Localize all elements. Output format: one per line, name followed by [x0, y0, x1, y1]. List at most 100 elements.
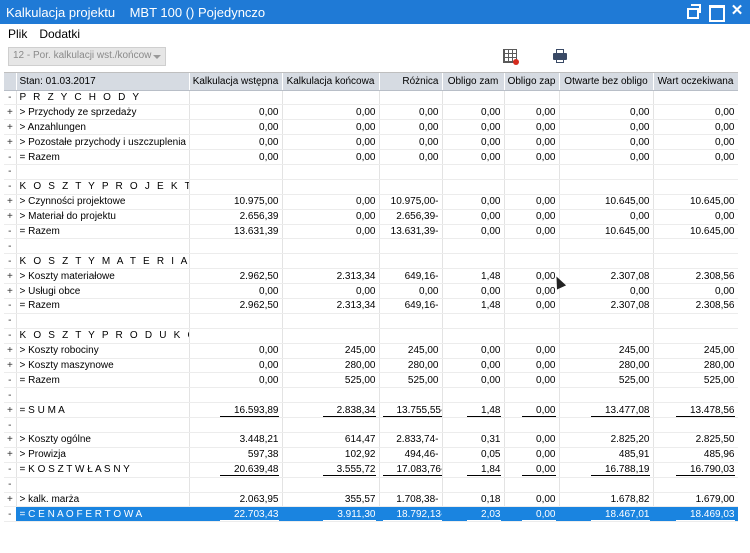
row-expand-toggle[interactable]: - — [4, 417, 17, 433]
cell-value: 0,00 — [189, 372, 283, 389]
restore-icon[interactable] — [686, 4, 701, 19]
cell-value: 2.656,39- — [379, 209, 443, 225]
table-row[interactable]: - — [4, 164, 738, 180]
row-expand-toggle[interactable]: - — [4, 164, 17, 180]
table-row[interactable]: - = K O S Z T W Ł A S N Y 20.639,48 3.555,7… — [4, 462, 738, 478]
row-expand-toggle[interactable]: + — [4, 194, 17, 210]
row-expand-toggle[interactable]: - — [4, 462, 17, 478]
row-expand-toggle[interactable]: + — [4, 104, 17, 121]
header-col-2[interactable]: Kalkulacja końcowa — [282, 73, 380, 91]
row-expand-toggle[interactable]: - — [4, 387, 17, 404]
row-expand-toggle[interactable]: - — [4, 253, 17, 270]
row-expand-toggle[interactable]: - — [4, 224, 17, 240]
cell-value: 16.790,03 — [653, 462, 738, 478]
table-row[interactable]: - = C E N A O F E R T O W A 22.703,43 3.911… — [4, 506, 738, 522]
table-row[interactable]: - = Razem 0,00 525,00 525,00 0,00 0,00 525,00 52… — [4, 372, 738, 389]
row-expand-toggle[interactable]: - — [4, 298, 17, 314]
row-expand-toggle[interactable]: + — [4, 432, 17, 448]
row-expand-toggle[interactable]: + — [4, 492, 17, 508]
header-col-0[interactable]: Stan: 01.03.2017 — [16, 73, 190, 91]
row-expand-toggle[interactable]: + — [4, 343, 17, 359]
table-row[interactable]: -K O S Z T Y M A T E R I A Ł O W E — [4, 253, 738, 270]
cell-value: 649,16- — [379, 298, 443, 314]
table-row[interactable]: + > Przychody ze sprzedaży 0,00 0,00 0,00 0,0… — [4, 104, 738, 121]
menu-plik[interactable]: Plik — [8, 27, 28, 41]
row-expand-toggle[interactable]: - — [4, 328, 17, 344]
calculation-grid: Stan: 01.03.2017 Kalkulacja wstępna Kalk… — [4, 72, 738, 522]
header-col-7[interactable]: Wart oczekiwana — [653, 73, 738, 91]
table-row[interactable]: + > Anzahlungen 0,00 0,00 0,00 0,00 0,00 0,00 0,… — [4, 119, 738, 136]
table-row[interactable]: + > Usługi obce 0,00 0,00 0,00 0,00 0,00 0,00 0,… — [4, 283, 738, 299]
cell-value: 1.678,82 — [559, 492, 654, 508]
table-row[interactable]: -P R Z Y C H O D Y — [4, 90, 738, 106]
row-expand-toggle[interactable]: + — [4, 134, 17, 151]
table-row[interactable]: - — [4, 477, 738, 493]
row-expand-toggle[interactable]: + — [4, 268, 17, 285]
table-row[interactable]: + = S U M A 16.593,89 2.838,34 13.755,55- 1,4… — [4, 402, 738, 419]
table-row[interactable]: - = Razem 2.962,50 2.313,34 649,16- 1,48 0,00 2… — [4, 298, 738, 314]
cell-value: 0,00 — [282, 149, 380, 165]
table-row[interactable]: - — [4, 417, 738, 433]
cell-value: 0,00 — [442, 104, 505, 121]
printer-icon[interactable] — [553, 49, 567, 63]
table-row[interactable]: + > Koszty materiałowe 2.962,50 2.313,34 649… — [4, 268, 738, 285]
comparison-select[interactable]: 12 - Por. kalkulacji wst./końcow — [8, 47, 166, 66]
row-expand-toggle[interactable]: - — [4, 179, 17, 195]
maximize-icon[interactable] — [708, 4, 725, 22]
row-expand-toggle[interactable]: + — [4, 283, 17, 299]
cell-value: 0,00 — [504, 462, 560, 478]
table-row[interactable]: + > kalk. marża 2.063,95 355,57 1.708,38- 0,1… — [4, 492, 738, 508]
cell-value: 280,00 — [559, 358, 654, 374]
cell-value: 0,00 — [559, 209, 654, 225]
table-row[interactable]: -K O S Z T Y P R O D U K C J I — [4, 328, 738, 344]
row-expand-toggle[interactable]: - — [4, 313, 17, 329]
cell-value: 0,00 — [504, 358, 560, 374]
table-row[interactable]: + > Czynności projektowe 10.975,00 0,00 10.9… — [4, 194, 738, 210]
header-col-5[interactable]: Obligo zap — [504, 73, 560, 91]
cell-value — [379, 387, 443, 404]
table-row[interactable]: + > Koszty ogólne 3.448,21 614,47 2.833,74- 0… — [4, 432, 738, 448]
row-expand-toggle[interactable]: + — [4, 358, 17, 374]
table-row[interactable]: + > Koszty maszynowe 0,00 280,00 280,00 0,00 0… — [4, 358, 738, 374]
close-icon[interactable]: ✕ — [730, 2, 744, 19]
cell-value — [653, 477, 738, 493]
cell-value: 16.788,19 — [559, 462, 654, 478]
table-row[interactable]: - = Razem 0,00 0,00 0,00 0,00 0,00 0,00 0,00 — [4, 149, 738, 165]
row-expand-toggle[interactable]: - — [4, 238, 17, 255]
row-expand-toggle[interactable]: - — [4, 506, 17, 522]
header-col-3[interactable]: Różnica — [379, 73, 443, 91]
row-expand-toggle[interactable]: + — [4, 209, 17, 225]
table-row[interactable]: + > Koszty robociny 0,00 245,00 245,00 0,00 0,… — [4, 343, 738, 359]
header-col-6[interactable]: Otwarte bez obligo — [559, 73, 654, 91]
row-label: > Anzahlungen — [16, 119, 190, 136]
row-expand-toggle[interactable]: + — [4, 447, 17, 463]
cell-value: 597,38 — [189, 447, 283, 463]
cell-value — [653, 179, 738, 195]
table-row[interactable]: -K O S Z T Y P R O J E K T U — [4, 179, 738, 195]
cell-value — [559, 164, 654, 180]
row-expand-toggle[interactable]: - — [4, 149, 17, 165]
table-row[interactable]: - = Razem 13.631,39 0,00 13.631,39- 0,00 0,00 1… — [4, 224, 738, 240]
row-label: = C E N A O F E R T O W A — [16, 506, 190, 522]
cell-value: 0,00 — [504, 134, 560, 151]
export-grid-icon[interactable] — [503, 49, 519, 65]
row-expand-toggle[interactable]: - — [4, 372, 17, 389]
row-expand-toggle[interactable]: + — [4, 402, 17, 419]
table-row[interactable]: + > Prowizja 597,38 102,92 494,46- 0,05 0,00 48… — [4, 447, 738, 463]
cell-value: 2.307,08 — [559, 298, 654, 314]
cell-value — [189, 417, 283, 433]
header-col-1[interactable]: Kalkulacja wstępna — [189, 73, 283, 91]
menu-dodatki[interactable]: Dodatki — [39, 27, 81, 41]
cell-value — [504, 238, 560, 255]
header-col-4[interactable]: Obligo zam — [442, 73, 505, 91]
cell-value — [379, 477, 443, 493]
table-row[interactable]: - — [4, 238, 738, 255]
table-row[interactable]: - — [4, 313, 738, 329]
table-row[interactable]: - — [4, 387, 738, 404]
cell-value: 0,00 — [442, 194, 505, 210]
table-row[interactable]: + > Pozostałe przychody i uszczuplenia 0,0… — [4, 134, 738, 151]
row-expand-toggle[interactable]: - — [4, 90, 17, 106]
table-row[interactable]: + > Materiał do projektu 2.656,39 0,00 2.656… — [4, 209, 738, 225]
row-expand-toggle[interactable]: + — [4, 119, 17, 136]
row-expand-toggle[interactable]: - — [4, 477, 17, 493]
